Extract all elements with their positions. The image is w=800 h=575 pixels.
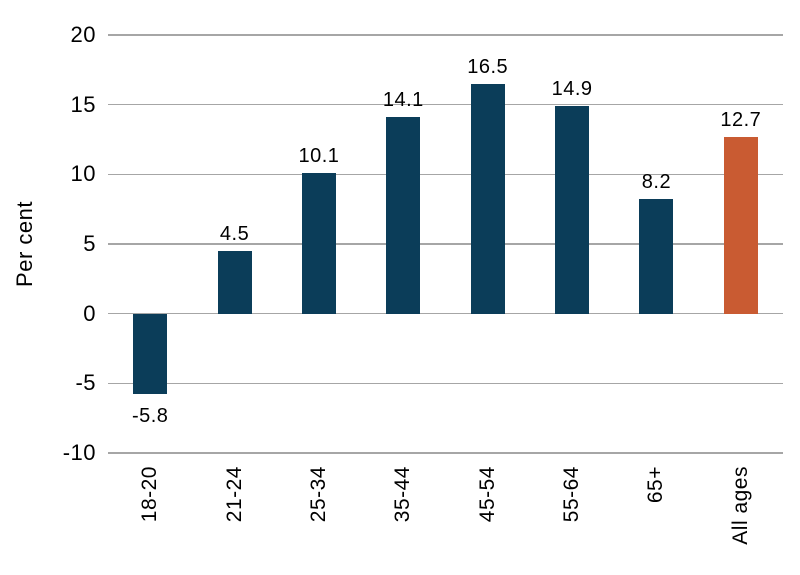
x-tick-label: 45-54 (475, 466, 499, 523)
bar-value-label: 8.2 (641, 171, 672, 194)
bar-value-label: 16.5 (467, 55, 509, 78)
bar-value-label: 14.9 (551, 78, 593, 101)
bar-value-label: 12.7 (720, 108, 762, 131)
x-tick-label: 21-24 (222, 466, 246, 523)
x-tick-label: 65+ (644, 466, 668, 504)
gridline (108, 312, 783, 315)
bar-21-24 (217, 250, 252, 314)
x-tick-label: 35-44 (391, 466, 415, 523)
bar-25-34 (301, 172, 336, 314)
bar-45-54 (470, 83, 505, 314)
y-tick-label: 0 (83, 300, 96, 326)
y-tick-label: -5 (75, 370, 96, 396)
bar-55-64 (555, 106, 590, 314)
y-tick-label: 10 (70, 161, 96, 187)
y-tick-label: -10 (62, 440, 96, 465)
gridline (108, 243, 783, 245)
bar-65+ (639, 199, 674, 314)
bar-35-44 (386, 117, 421, 314)
y-tick-label: 5 (83, 231, 96, 256)
y-tick-label: 15 (70, 91, 96, 117)
bar-18-20 (133, 313, 168, 395)
gridline (108, 452, 783, 454)
x-tick-label: 18-20 (138, 466, 162, 523)
bar-value-label: 10.1 (298, 144, 340, 167)
gridline (108, 173, 783, 176)
x-tick-label: 25-34 (306, 466, 330, 523)
x-tick-label: 55-64 (560, 466, 584, 523)
bar-value-label: 4.5 (219, 222, 250, 245)
gridline (108, 34, 783, 36)
bar-all-ages (723, 136, 758, 314)
y-tick-label: 20 (70, 22, 96, 47)
bar-value-label: -5.8 (131, 405, 169, 428)
gridline (108, 382, 783, 385)
x-tick-label: All ages (728, 466, 752, 545)
bar-value-label: 14.1 (382, 89, 424, 112)
gridline (108, 103, 783, 106)
